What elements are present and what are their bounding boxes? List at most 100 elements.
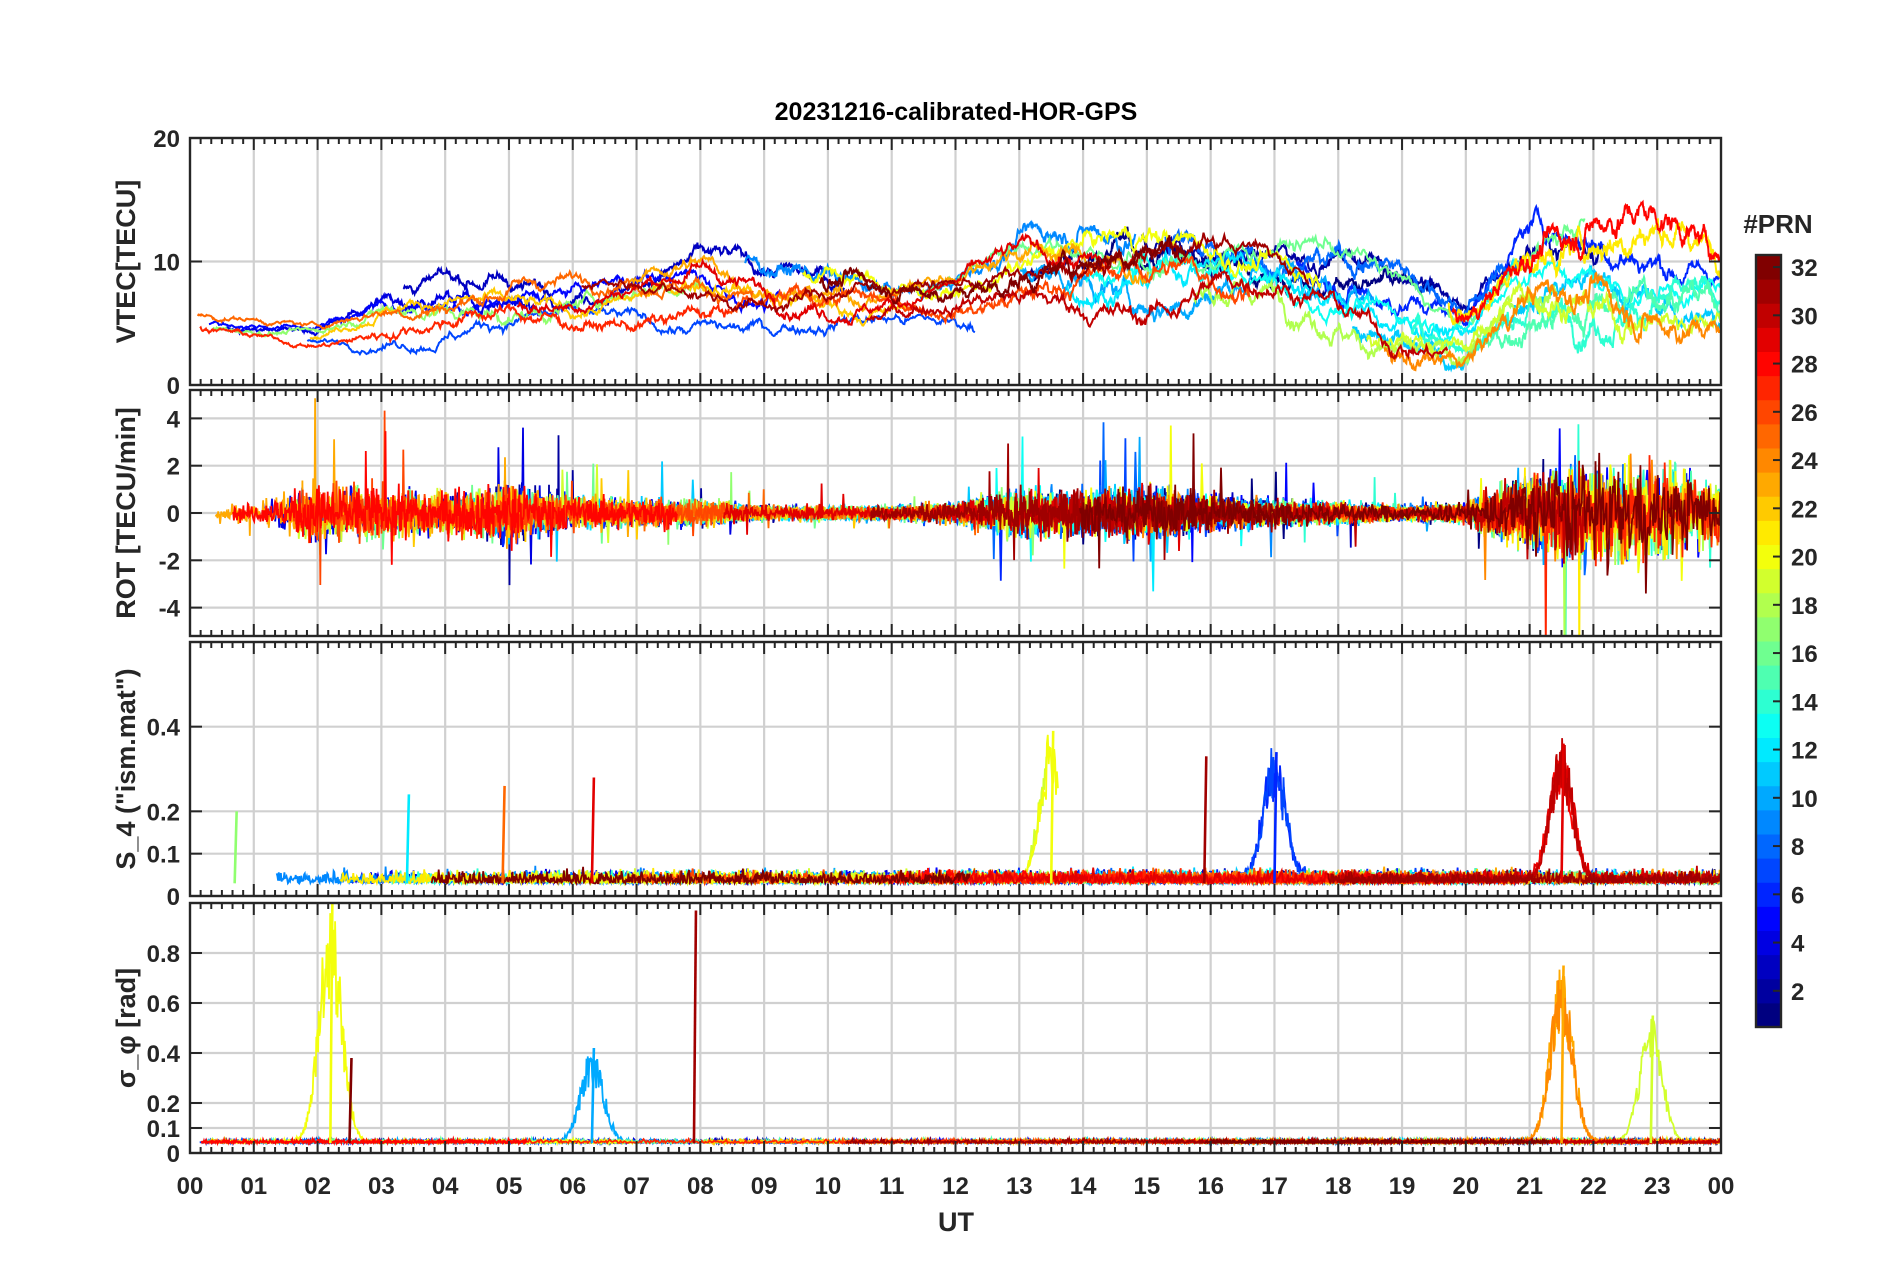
peak-spike <box>501 785 506 884</box>
x-tick-label: 14 <box>1070 1173 1097 1200</box>
series-prn-31 <box>581 231 1310 314</box>
colorbar-tick-label: 26 <box>1791 400 1818 427</box>
x-tick-label: 22 <box>1580 1173 1607 1200</box>
y-axis-label: σ_φ [rad] <box>111 968 141 1088</box>
series-prn-24 <box>1383 271 1721 372</box>
x-tick-label: 18 <box>1325 1173 1352 1200</box>
series-prn-29 <box>516 232 1111 327</box>
colorbar-segment <box>1756 665 1781 690</box>
peak-spike <box>1649 1015 1655 1144</box>
y-tick-label: 0 <box>167 884 180 911</box>
x-axis: 00 01 02 03 04 05 06 07 08 09 10 11 12 13 14 15 16 17 18 19… <box>177 1173 1735 1200</box>
colorbar-tick-label: 16 <box>1791 641 1818 668</box>
colorbar-tick-label: 28 <box>1791 352 1818 379</box>
series-prn-28 <box>232 431 679 565</box>
minor-ticks <box>189 642 1722 896</box>
peak-spike <box>405 794 411 884</box>
y-tick-label: 2 <box>167 454 180 481</box>
panel-s4: 0 0.1 0.2 0.4S_4 ("ism.mat") <box>111 640 1723 911</box>
y-tick-label: -2 <box>159 548 180 575</box>
series-prn-28 <box>200 1135 528 1147</box>
data-traces <box>199 903 1721 1147</box>
colorbar-tick-label: 32 <box>1791 255 1818 282</box>
y-tick-label: 20 <box>153 126 180 153</box>
colorbar-tick-label: 12 <box>1791 738 1818 765</box>
colorbar-tick-label: 6 <box>1791 882 1804 909</box>
colorbar-frame <box>1754 253 1783 1029</box>
colorbar-segment <box>1756 423 1781 449</box>
y-tick-label: 0.1 <box>147 1116 180 1143</box>
x-tick-label: 05 <box>496 1173 523 1200</box>
colorbar-segment <box>1756 1002 1781 1028</box>
colorbar-tick-label: 20 <box>1791 545 1818 572</box>
x-tick-label: 00 <box>1708 1173 1735 1200</box>
y-tick-label: 4 <box>167 406 181 433</box>
x-tick-label: 17 <box>1261 1173 1288 1200</box>
y-axis-label: ROT [TECU/min] <box>111 407 141 618</box>
series-prn-16 <box>915 218 1586 328</box>
x-tick-label: 03 <box>368 1173 395 1200</box>
colorbar-segment <box>1756 906 1781 931</box>
series-prn-18 <box>1193 277 1558 368</box>
x-tick-label: 04 <box>432 1173 459 1200</box>
y-tick-label: 0 <box>167 1141 180 1168</box>
colorbar-segment <box>1756 375 1781 401</box>
colorbar-segment <box>1756 568 1781 594</box>
series-prn-27 <box>199 302 730 349</box>
x-tick-label: 12 <box>942 1173 969 1200</box>
colorbar-segment <box>1756 809 1781 835</box>
peak-spike <box>1560 965 1565 1144</box>
series-prn-32 <box>1204 1136 1550 1147</box>
y-tick-label: 0.2 <box>147 799 180 826</box>
minor-ticks <box>189 903 1722 1153</box>
series-prn-32 <box>430 866 971 887</box>
colorbar-tick-label: 2 <box>1791 979 1804 1006</box>
chart-title: 20231216-calibrated-HOR-GPS <box>775 98 1138 126</box>
series-prn-31 <box>1327 868 1721 887</box>
colorbar-segment <box>1756 279 1781 304</box>
x-tick-label: 16 <box>1197 1173 1224 1200</box>
colorbar-tick-label: 22 <box>1791 496 1818 523</box>
series-prn-32 <box>818 235 1188 306</box>
series-prn-4 <box>224 286 542 337</box>
x-tick-label: 15 <box>1134 1173 1161 1200</box>
data-traces <box>196 199 1721 373</box>
peak-spike <box>233 811 238 884</box>
series-prn-7 <box>306 301 976 357</box>
peak-spike <box>590 777 596 884</box>
y-tick-label: 0.8 <box>147 941 180 968</box>
data-traces <box>214 398 1721 636</box>
minor-ticks <box>189 138 1722 385</box>
colorbar-tick-label: 10 <box>1791 786 1818 813</box>
x-tick-label: 13 <box>1006 1173 1033 1200</box>
y-axis-label: S_4 ("ism.mat") <box>111 668 141 869</box>
colorbar-tick-label: 30 <box>1791 303 1818 330</box>
x-tick-label: 07 <box>623 1173 650 1200</box>
y-tick-label: -4 <box>159 596 181 623</box>
x-tick-label: 01 <box>240 1173 267 1200</box>
colorbar-tick-label: 14 <box>1791 689 1818 716</box>
x-tick-label: 11 <box>879 1173 904 1200</box>
colorbar-segment <box>1756 520 1781 545</box>
data-traces <box>233 730 1721 887</box>
colorbar-tick-label: 24 <box>1791 448 1818 475</box>
colorbar-segment <box>1756 472 1781 497</box>
peak-spike <box>348 1057 353 1144</box>
series-prn-15 <box>1460 273 1721 368</box>
x-tick-label: 08 <box>687 1173 714 1200</box>
y-tick-label: 0 <box>167 501 180 528</box>
x-tick-label: 10 <box>815 1173 842 1200</box>
colorbar-segment <box>1756 713 1781 738</box>
y-tick-label: 0.2 <box>147 1091 180 1118</box>
colorbar-segment <box>1756 761 1781 787</box>
series-prn-25 <box>196 268 754 330</box>
series-prn-28 <box>1451 199 1721 325</box>
peak-spike <box>1049 730 1055 884</box>
colorbar-tick-label: 18 <box>1791 593 1818 620</box>
series-prn-32 <box>1079 433 1721 594</box>
peak-spike <box>329 903 334 1144</box>
x-tick-label: 09 <box>751 1173 778 1200</box>
series-prn-12 <box>1065 248 1518 340</box>
peak-spike <box>1202 756 1208 884</box>
